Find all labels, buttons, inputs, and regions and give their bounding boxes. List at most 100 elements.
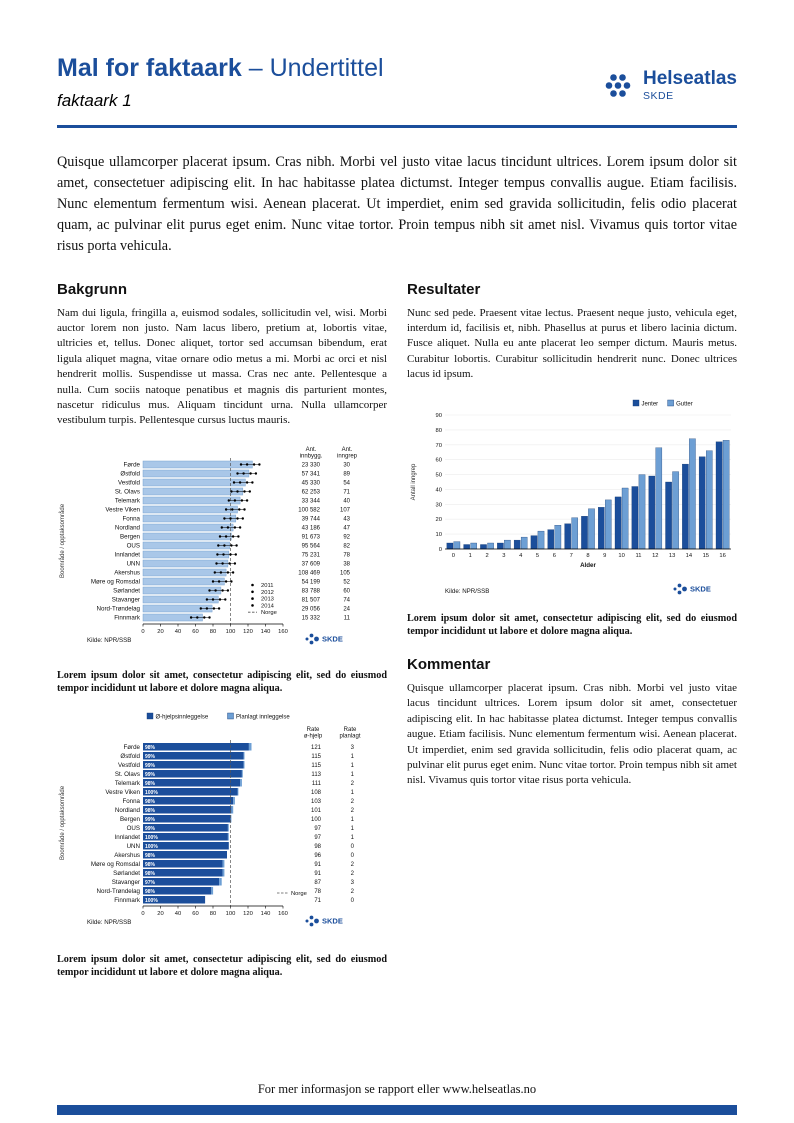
svg-text:1: 1 [351,763,355,769]
svg-text:40: 40 [436,487,442,493]
svg-text:108: 108 [311,790,322,796]
svg-text:Sørlandet: Sørlandet [113,587,140,594]
svg-text:98%: 98% [145,745,156,751]
left-column: Bakgrunn Nam dui ligula, fringilla a, eu… [57,281,387,980]
svg-text:82: 82 [343,543,350,549]
svg-text:98%: 98% [145,862,156,868]
page-subtitle: faktaark 1 [57,90,132,110]
svg-text:14: 14 [686,553,693,559]
svg-text:91: 91 [314,862,321,868]
svg-text:0: 0 [351,898,355,904]
svg-text:108 469: 108 469 [298,570,320,576]
figure-caption-3: Lorem ipsum dolor sit amet, consectetur … [57,954,387,979]
svg-text:OUS: OUS [127,542,140,549]
svg-text:6: 6 [553,553,556,559]
svg-text:98: 98 [314,844,321,850]
chart-age-distribution: Jenter Gutter 0 10 20 30 40 50 60 70 80 90 0 1 2 3 4 5 6 7 8… [407,397,737,607]
svg-text:2014: 2014 [261,603,275,609]
svg-text:Gutter: Gutter [676,401,693,407]
svg-text:52: 52 [343,579,350,585]
svg-text:113: 113 [311,772,321,778]
svg-text:Innlandet: Innlandet [115,551,141,558]
svg-text:20: 20 [157,629,163,635]
logo-org: SKDE [642,90,674,102]
svg-text:39 744: 39 744 [302,516,321,522]
svg-text:0: 0 [141,911,144,917]
svg-text:98%: 98% [145,808,156,814]
svg-text:2: 2 [351,799,355,805]
svg-text:97: 97 [314,835,321,841]
svg-text:20: 20 [157,911,163,917]
svg-text:120: 120 [243,629,253,635]
svg-text:Ø-hjelpsinnleggelse: Ø-hjelpsinnleggelse [156,715,209,721]
svg-text:10: 10 [436,532,442,538]
svg-text:Nord-Trøndelag: Nord-Trøndelag [97,888,141,895]
svg-text:97: 97 [314,826,321,832]
svg-text:Rate: Rate [307,727,320,733]
svg-text:100%: 100% [145,844,158,850]
page-title-subtitle: – Undertittel [241,54,384,82]
svg-text:Boområde / opptaksområde: Boområde / opptaksområde [59,503,66,578]
section-body-resultater: Nunc sed pede. Praesent vitae lectus. Pr… [407,306,737,381]
figure-caption-2: Lorem ipsum dolor sit amet, consectetur … [407,612,737,637]
svg-text:81 507: 81 507 [302,597,321,603]
svg-text:UNN: UNN [127,843,140,850]
svg-text:St. Olavs: St. Olavs [115,771,140,778]
svg-text:Telemark: Telemark [115,497,141,504]
svg-text:Møre og Romsdal: Møre og Romsdal [91,578,140,585]
title-block: Mal for faktaark – Undertittel faktaark … [57,54,384,111]
svg-text:20: 20 [436,517,442,523]
svg-text:24: 24 [343,606,350,612]
svg-text:40: 40 [175,911,181,917]
svg-text:7: 7 [570,553,573,559]
svg-text:100%: 100% [145,898,158,904]
svg-text:100%: 100% [145,790,158,796]
svg-text:60: 60 [192,629,198,635]
svg-text:Nordland: Nordland [115,807,141,814]
svg-text:100%: 100% [145,835,158,841]
svg-text:ø-hjelp: ø-hjelp [304,734,323,740]
svg-text:121: 121 [311,745,322,751]
svg-text:92: 92 [343,534,350,540]
svg-text:15: 15 [703,553,709,559]
svg-text:95 564: 95 564 [302,543,321,549]
svg-text:74: 74 [343,597,350,603]
svg-text:Kilde: NPR/SSB: Kilde: NPR/SSB [87,637,131,644]
svg-text:23 330: 23 330 [302,462,321,468]
svg-text:43 186: 43 186 [302,525,321,531]
svg-text:99%: 99% [145,763,156,769]
svg-text:1: 1 [351,772,355,778]
svg-text:2: 2 [351,862,355,868]
svg-text:SKDE: SKDE [690,584,711,593]
svg-text:1: 1 [351,790,355,796]
svg-text:Østfold: Østfold [120,753,140,760]
svg-text:33 344: 33 344 [302,498,321,504]
svg-text:98%: 98% [145,799,156,805]
svg-text:innbygg.: innbygg. [300,453,323,459]
svg-text:45 330: 45 330 [302,480,321,486]
svg-text:Alder: Alder [580,562,596,569]
right-column: Resultater Nunc sed pede. Praesent vitae… [407,281,737,980]
svg-text:St. Olavs: St. Olavs [115,488,140,495]
chart1-svg: Boområde / opptaksområdeAnt.innbygg.Ant.… [59,447,358,645]
svg-text:89: 89 [343,471,350,477]
svg-text:10: 10 [618,553,624,559]
footer-accent-bar [57,1105,737,1115]
svg-text:99%: 99% [145,772,156,778]
svg-text:99%: 99% [145,817,156,823]
svg-text:Stavanger: Stavanger [112,879,140,886]
section-body-kommentar: Quisque ullamcorper placerat ipsum. Cras… [407,682,737,787]
svg-text:105: 105 [340,570,351,576]
svg-text:43: 43 [343,516,350,522]
chart-rates-by-region: Boområde / opptaksområde Ant. innbygg. Ant.… [57,443,387,664]
svg-text:60: 60 [192,911,198,917]
svg-text:2: 2 [485,553,488,559]
svg-text:78: 78 [343,552,350,558]
svg-text:160: 160 [278,911,288,917]
svg-text:83 788: 83 788 [302,588,321,594]
logo-name: Helseatlas [642,68,737,89]
svg-text:0: 0 [351,853,355,859]
svg-text:Jenter: Jenter [642,401,659,407]
figure-caption-1: Lorem ipsum dolor sit amet, consectetur … [57,669,387,694]
svg-text:11: 11 [635,553,641,559]
